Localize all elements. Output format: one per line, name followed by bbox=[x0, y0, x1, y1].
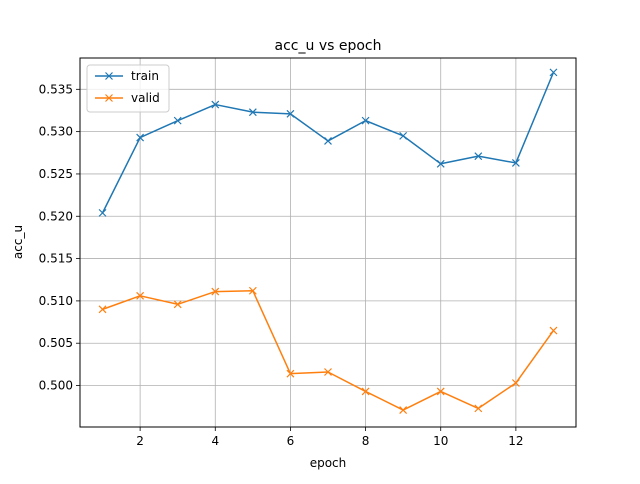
y-tick-label: 0.535 bbox=[39, 82, 73, 96]
x-axis-label: epoch bbox=[310, 456, 347, 470]
data-point-valid bbox=[286, 369, 295, 378]
data-point-train bbox=[549, 68, 558, 77]
data-point-train bbox=[248, 108, 257, 117]
data-point-train bbox=[474, 152, 483, 161]
data-point-train bbox=[173, 116, 182, 125]
legend: train valid bbox=[86, 64, 170, 113]
x-tick-label: 4 bbox=[211, 434, 219, 448]
data-point-valid bbox=[136, 291, 145, 300]
plot-frame bbox=[79, 57, 577, 428]
y-tick-label: 0.505 bbox=[39, 336, 73, 350]
legend-swatch-marker bbox=[105, 72, 113, 80]
data-point-valid bbox=[98, 305, 107, 314]
data-point-train bbox=[324, 137, 332, 145]
data-point-valid bbox=[399, 406, 408, 414]
y-tick-label: 0.500 bbox=[39, 379, 73, 393]
y-tick-label: 0.520 bbox=[39, 209, 73, 223]
x-tick-label: 2 bbox=[136, 434, 144, 448]
legend-label: train bbox=[131, 69, 159, 83]
x-tick-label: 8 bbox=[362, 434, 370, 448]
x-tick-label: 12 bbox=[508, 434, 523, 448]
data-point-train bbox=[136, 133, 145, 142]
data-point-valid bbox=[211, 287, 220, 296]
y-tick-label: 0.530 bbox=[39, 125, 73, 139]
legend-item-train: train bbox=[95, 69, 159, 83]
data-point-valid bbox=[511, 379, 520, 387]
data-point-train bbox=[399, 131, 408, 140]
legend-label: valid bbox=[131, 91, 160, 105]
y-tick-label: 0.525 bbox=[39, 167, 73, 181]
x-tick-label: 6 bbox=[287, 434, 295, 448]
series-layer bbox=[98, 68, 558, 414]
data-point-valid bbox=[173, 300, 182, 309]
series-valid bbox=[98, 286, 558, 414]
data-point-train bbox=[361, 116, 370, 125]
y-axis: 0.500 0.505 0.510 0.515 0.520 0.525 0.530 0.535 bbox=[39, 82, 80, 393]
data-point-valid bbox=[436, 387, 445, 396]
data-point-valid bbox=[248, 286, 257, 295]
legend-swatch-marker bbox=[105, 94, 113, 102]
chart-title: acc_u vs epoch bbox=[275, 38, 382, 54]
y-axis-label: acc_u bbox=[11, 225, 25, 259]
data-point-train bbox=[211, 100, 220, 109]
data-point-valid bbox=[549, 326, 558, 335]
x-axis: 2 4 6 8 10 12 bbox=[136, 427, 524, 448]
series-train bbox=[98, 68, 558, 217]
legend-item-valid: valid bbox=[95, 91, 160, 105]
y-tick-label: 0.510 bbox=[39, 294, 73, 308]
data-point-train bbox=[98, 208, 107, 217]
data-point-train bbox=[511, 159, 520, 167]
data-point-valid bbox=[324, 368, 332, 376]
data-point-train bbox=[436, 159, 445, 168]
data-point-valid bbox=[361, 387, 370, 396]
y-tick-label: 0.515 bbox=[39, 252, 73, 266]
data-point-valid bbox=[474, 404, 483, 413]
data-point-train bbox=[286, 109, 295, 118]
x-tick-label: 10 bbox=[433, 434, 448, 448]
